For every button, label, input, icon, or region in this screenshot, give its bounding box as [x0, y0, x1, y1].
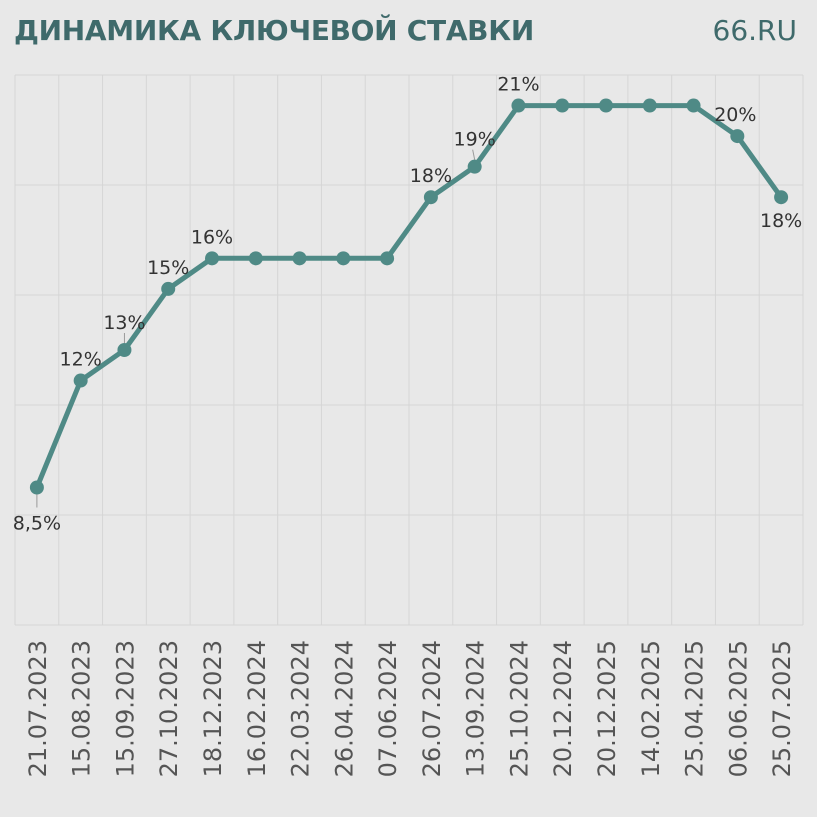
x-tick-label: 15.09.2023: [111, 640, 139, 777]
x-tick-label: 13.09.2024: [462, 640, 490, 777]
x-tick-label: 20.12.2025: [593, 640, 621, 777]
x-tick-label: 27.10.2023: [155, 640, 183, 777]
data-point: [161, 281, 176, 296]
data-point: [555, 98, 570, 113]
data-point: [642, 98, 657, 113]
x-tick-label: 26.04.2024: [330, 640, 358, 777]
data-label: 12%: [60, 349, 102, 371]
data-label-leaders: [36, 149, 476, 508]
x-tick-label: 14.02.2025: [637, 640, 665, 777]
data-label: 19%: [454, 129, 496, 151]
data-point: [730, 129, 745, 144]
data-point: [511, 98, 526, 113]
chart-title: ДИНАМИКА КЛЮЧЕВОЙ СТАВКИ: [14, 14, 534, 47]
x-tick-label: 20.12.2024: [549, 640, 577, 777]
x-tick-label: 15.08.2023: [68, 640, 96, 777]
data-point: [205, 251, 219, 266]
x-tick-label: 18.12.2023: [199, 640, 227, 777]
label-leader: [472, 149, 476, 160]
data-point: [73, 373, 88, 388]
data-point: [423, 190, 438, 205]
data-point: [599, 98, 613, 113]
brand-logo-text: 66.RU: [712, 14, 797, 47]
x-tick-label: 22.03.2024: [287, 640, 315, 777]
data-label: 18%: [410, 165, 452, 187]
x-tick-label: 25.10.2024: [505, 640, 533, 777]
data-point: [117, 343, 132, 357]
data-point: [686, 98, 701, 113]
data-label: 18%: [760, 210, 802, 232]
data-label: 20%: [714, 104, 756, 126]
data-point: [336, 251, 351, 266]
data-label: 21%: [497, 74, 539, 96]
data-label: 13%: [103, 312, 145, 334]
data-label: 8,5%: [13, 513, 61, 535]
data-point: [380, 251, 395, 266]
x-tick-label: 21.07.2023: [24, 640, 52, 777]
data-point: [29, 480, 44, 495]
x-tick-label: 25.04.2025: [681, 640, 709, 777]
data-points: [29, 98, 789, 495]
x-tick-label: 25.07.2025: [768, 640, 796, 777]
x-axis-ticks: 21.07.2023 15.08.2023 15.09.2023 27.10.2023…: [24, 640, 796, 777]
data-label: 16%: [191, 226, 233, 248]
grid: [14, 74, 804, 626]
chart-header: ДИНАМИКА КЛЮЧЕВОЙ СТАВКИ 66.RU: [0, 0, 817, 64]
data-point: [774, 190, 789, 205]
data-labels: 8,5%12%13%15%16%18%19%21%20%18%: [13, 74, 802, 535]
x-tick-label: 16.02.2024: [243, 640, 271, 777]
data-label: 15%: [147, 257, 189, 279]
x-tick-label: 26.07.2024: [418, 640, 446, 777]
x-tick-label: 06.06.2025: [724, 640, 752, 777]
data-point: [292, 251, 307, 266]
x-tick-label: 07.06.2024: [374, 640, 402, 777]
series-line: [34, 103, 784, 490]
data-point: [248, 251, 263, 266]
data-point: [467, 159, 482, 174]
